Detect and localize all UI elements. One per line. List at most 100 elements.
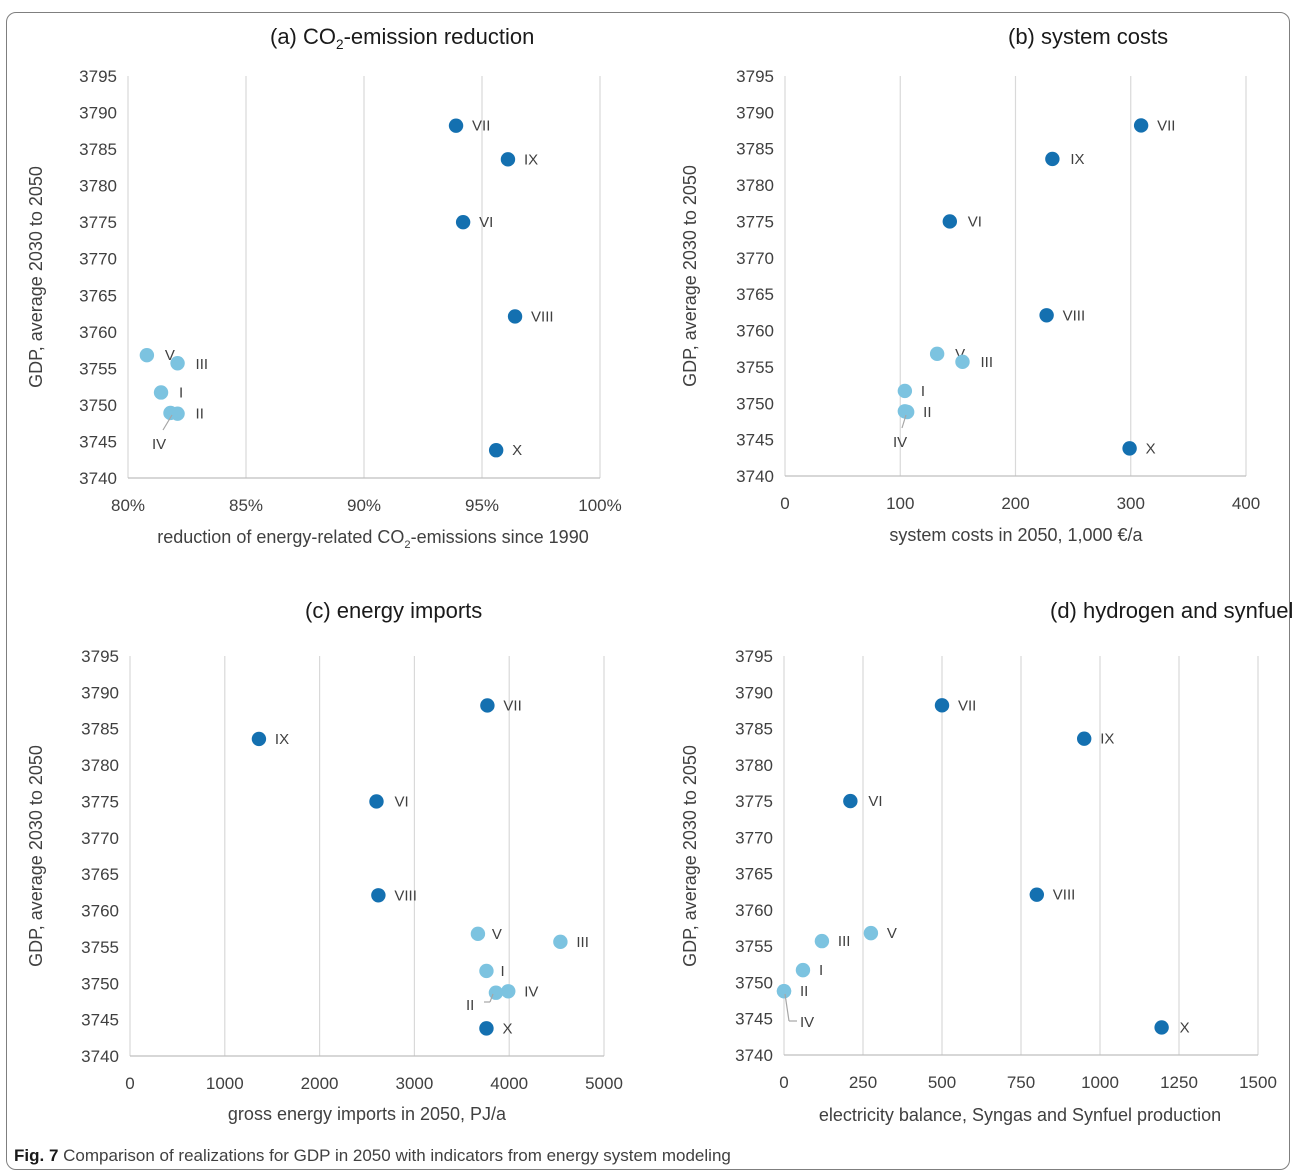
point-X	[1122, 441, 1137, 456]
panel-title: (a) CO2-emission reduction	[270, 24, 534, 52]
panel-a: 80% 85% 90% 95% 100% 3740 3745 3750 3755 3760 3765…	[26, 24, 622, 551]
point-VI	[843, 793, 858, 809]
point-I	[897, 383, 913, 399]
panel-d: 0 250 500 750 1000 1250 1500 3740 3745 3750 3755 37…	[680, 598, 1296, 1125]
y-tick-label: 3740	[735, 1046, 773, 1065]
point-label: VI	[394, 793, 408, 810]
point-label: V	[492, 926, 502, 943]
y-tick-label: 3765	[735, 865, 773, 884]
x-tick-label: 4000	[490, 1074, 528, 1093]
point-I	[795, 962, 811, 978]
point-label: IV	[152, 436, 166, 453]
panel-title: (d) hydrogen and synfuel demand	[1050, 598, 1296, 623]
label-leader-line	[489, 993, 494, 1003]
point-label: VIII	[531, 308, 554, 325]
y-tick-label: 3745	[736, 431, 774, 450]
point-label: V	[887, 925, 897, 942]
x-tick-label: 95%	[465, 496, 499, 515]
point-label: V	[165, 347, 175, 364]
point-VI	[455, 214, 471, 230]
y-tick-label: 3770	[79, 250, 117, 269]
y-tick-label: 3740	[79, 469, 117, 488]
panel-c: 0 1000 2000 3000 4000 5000 3740 3745 3750 3755 376…	[26, 598, 623, 1124]
point-III	[955, 354, 970, 370]
y-tick-label: 3765	[79, 286, 117, 305]
point-VIII	[1039, 308, 1054, 323]
y-tick-label: 3775	[81, 792, 119, 811]
point-V	[863, 925, 879, 941]
point-label: X	[512, 442, 522, 459]
y-tick-label: 3795	[79, 67, 117, 86]
y-tick-label: 3760	[79, 323, 117, 342]
y-tick-label: 3750	[736, 394, 774, 413]
y-tick-label: 3790	[81, 683, 119, 702]
point-label: I	[179, 384, 183, 401]
y-tick-label: 3755	[81, 938, 119, 957]
x-tick-label: 300	[1117, 494, 1145, 513]
point-label: V	[955, 346, 965, 363]
xlabel-part: reduction of energy-related CO	[157, 527, 404, 547]
y-tick-label: 3775	[735, 792, 773, 811]
point-label: II	[466, 997, 474, 1014]
point-IX	[251, 731, 267, 747]
y-axis-label: GDP, average 2030 to 2050	[680, 165, 700, 387]
y-tick-label: 3750	[79, 396, 117, 415]
title-part: hydrogen and synfuel demand	[1083, 598, 1296, 623]
x-tick-label: 750	[1007, 1073, 1035, 1092]
x-axis-label: system costs in 2050, 1,000 €/a	[889, 525, 1143, 545]
panel-title: (c) energy imports	[305, 598, 482, 623]
y-tick-label: 3795	[736, 67, 774, 86]
point-label: X	[502, 1020, 512, 1037]
point-V	[470, 926, 486, 942]
point-label: IX	[524, 151, 538, 168]
y-tick-label: 3785	[736, 140, 774, 159]
point-label: VIII	[394, 887, 417, 904]
x-axis-label: gross energy imports in 2050, PJ/a	[228, 1104, 507, 1124]
x-tick-label: 400	[1232, 494, 1260, 513]
point-label: VI	[968, 213, 982, 230]
point-III	[814, 933, 830, 949]
point-IV	[897, 404, 913, 419]
y-axis-label: GDP, average 2030 to 2050	[26, 745, 46, 967]
x-axis-label: electricity balance, Syngas and Synfuel …	[819, 1105, 1221, 1125]
point-label: VIII	[1053, 887, 1076, 904]
panel-letter: (b)	[1008, 24, 1041, 49]
x-tick-label: 500	[928, 1073, 956, 1092]
point-VII	[480, 698, 495, 713]
y-tick-label: 3760	[735, 901, 773, 920]
point-label: II	[923, 404, 931, 421]
point-I	[153, 385, 169, 400]
point-X	[488, 443, 504, 458]
xlabel-part: electricity balance, Syngas and Synfuel …	[819, 1105, 1221, 1125]
point-label: IX	[1070, 151, 1084, 168]
point-label: X	[1146, 440, 1156, 457]
point-label: VII	[503, 697, 521, 714]
x-tick-label: 100	[886, 494, 914, 513]
point-label: I	[819, 962, 823, 979]
point-label: VIII	[1063, 307, 1086, 324]
y-tick-label: 3755	[735, 937, 773, 956]
y-tick-label: 3740	[736, 467, 774, 486]
point-label: III	[196, 356, 209, 373]
point-VIII	[371, 888, 386, 903]
point-II	[488, 985, 504, 1000]
point-label: IX	[1100, 731, 1114, 748]
panel-title: (b) system costs	[1008, 24, 1168, 49]
y-tick-label: 3745	[735, 1010, 773, 1029]
point-label: IX	[275, 731, 289, 748]
point-label: VII	[958, 697, 976, 714]
y-tick-label: 3775	[736, 212, 774, 231]
point-label: VII	[472, 118, 490, 135]
y-tick-label: 3750	[81, 974, 119, 993]
y-tick-label: 3790	[79, 104, 117, 123]
label-leader-line	[162, 414, 173, 431]
point-III	[553, 934, 568, 950]
xlabel-part: gross energy imports in 2050, PJ/a	[228, 1104, 507, 1124]
x-tick-label: 0	[780, 494, 789, 513]
point-IX	[500, 152, 516, 167]
point-label: IV	[524, 983, 538, 1000]
figure-svg: 80% 85% 90% 95% 100% 3740 3745 3750 3755 3760 3765…	[26, 24, 1296, 1125]
y-tick-label: 3760	[81, 902, 119, 921]
x-tick-label: 2000	[301, 1074, 339, 1093]
y-tick-label: 3790	[736, 103, 774, 122]
